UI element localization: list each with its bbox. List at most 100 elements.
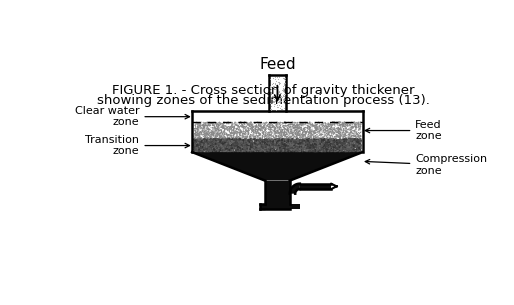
Point <box>190 140 198 145</box>
Point <box>318 138 326 142</box>
Point <box>280 141 288 145</box>
Point <box>211 149 219 154</box>
Point <box>316 149 324 153</box>
Point <box>283 128 291 133</box>
Point <box>193 120 201 125</box>
Point <box>242 149 250 154</box>
Point <box>280 142 288 147</box>
Point <box>203 139 211 144</box>
Point <box>334 142 342 147</box>
Point <box>310 143 318 148</box>
Point <box>293 142 301 147</box>
Point <box>342 142 350 147</box>
Point <box>347 138 356 143</box>
Point <box>276 139 284 144</box>
Point <box>213 137 221 142</box>
Point <box>285 129 293 134</box>
Point <box>284 122 292 127</box>
Point <box>242 135 250 140</box>
Point <box>286 138 295 143</box>
Point <box>278 140 286 145</box>
Point <box>323 141 331 146</box>
Point <box>336 148 344 152</box>
Point <box>234 135 242 139</box>
Point <box>206 142 214 147</box>
Point <box>299 130 307 135</box>
Point <box>214 138 223 143</box>
Point <box>307 139 316 144</box>
Point <box>289 124 297 128</box>
Point <box>281 99 289 103</box>
Point <box>224 142 232 147</box>
Point <box>345 143 354 148</box>
Point <box>223 127 231 132</box>
Point <box>292 138 300 143</box>
Point <box>236 129 245 134</box>
Point <box>352 120 360 125</box>
Point <box>251 144 259 149</box>
Point <box>292 142 301 147</box>
Point <box>215 138 224 143</box>
Point <box>354 123 362 127</box>
Point <box>251 134 260 139</box>
Point <box>244 139 252 144</box>
Point <box>296 144 304 149</box>
Point <box>248 126 256 131</box>
Point <box>269 140 277 145</box>
Point <box>355 133 363 138</box>
Point <box>260 134 268 139</box>
Point <box>324 137 333 142</box>
Point <box>201 147 210 152</box>
Point <box>351 140 359 145</box>
Point <box>296 147 304 152</box>
Point <box>330 142 338 147</box>
Point <box>321 142 329 147</box>
Point <box>229 135 237 140</box>
Point <box>205 121 213 126</box>
Point <box>273 100 282 105</box>
Point <box>296 138 304 143</box>
Point <box>199 125 207 130</box>
Point <box>222 141 230 145</box>
Point <box>246 147 254 152</box>
Point <box>281 145 289 150</box>
Point <box>338 124 346 128</box>
Point <box>239 124 247 129</box>
Point <box>199 130 208 135</box>
Point <box>307 147 316 152</box>
Point <box>242 142 250 147</box>
Point <box>331 120 339 125</box>
Point <box>304 124 313 129</box>
Point <box>253 135 261 140</box>
Point <box>330 138 338 142</box>
Point <box>318 136 326 141</box>
Point <box>290 143 298 148</box>
Point <box>201 147 209 152</box>
Point <box>213 124 221 129</box>
Point <box>289 135 297 139</box>
Point <box>324 146 332 151</box>
Point <box>235 130 243 135</box>
Point <box>218 131 226 136</box>
Point <box>342 148 350 153</box>
Point <box>310 137 318 142</box>
Point <box>287 141 296 146</box>
Point <box>281 92 289 96</box>
Point <box>220 134 228 139</box>
Point <box>294 146 302 151</box>
Point <box>303 146 311 151</box>
Point <box>299 132 307 137</box>
Point <box>238 124 247 129</box>
Point <box>340 128 348 133</box>
Point <box>256 137 264 142</box>
Point <box>333 137 341 142</box>
Point <box>213 141 221 145</box>
Point <box>277 141 285 146</box>
Point <box>342 146 351 151</box>
Point <box>323 149 331 154</box>
Point <box>341 146 349 151</box>
Point <box>241 140 249 145</box>
Point <box>269 139 277 144</box>
Point <box>288 146 297 151</box>
Point <box>238 149 247 154</box>
